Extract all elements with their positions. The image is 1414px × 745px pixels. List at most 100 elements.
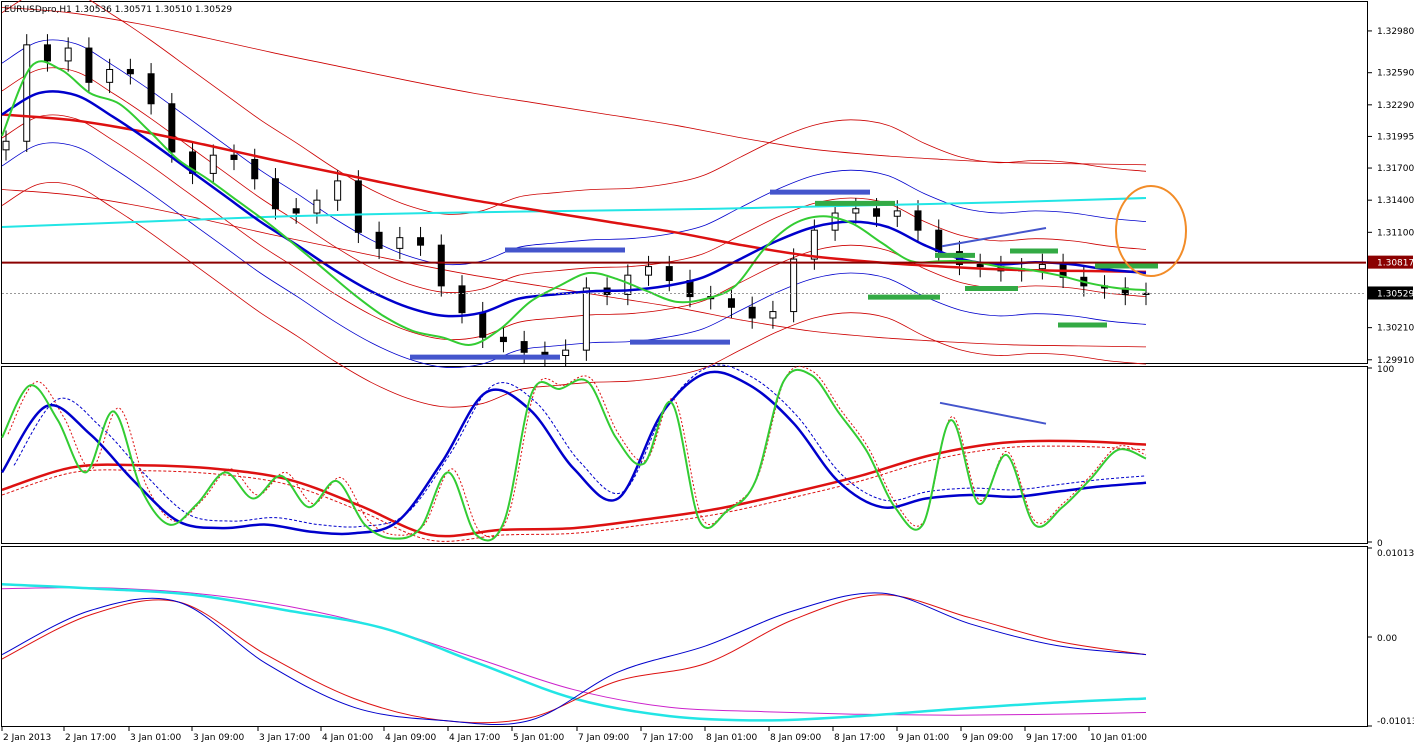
candle-body [106, 68, 114, 83]
candle-body [2, 140, 10, 151]
price-axis-label: 1.31400 [1377, 196, 1414, 206]
candle-body [251, 158, 259, 180]
red-moving-average [1, 113, 1147, 274]
blue-signal-dotted [13, 364, 1147, 528]
candle-body [64, 47, 72, 62]
price-axis-label: 1.31700 [1377, 164, 1414, 174]
candle-body [23, 44, 31, 142]
candle-body [417, 237, 425, 246]
time-axis-label: 9 Jan 09:00 [962, 733, 1014, 743]
long-envelope-upper [1, 7, 1147, 166]
candle-body [126, 68, 134, 75]
candle-body [727, 298, 735, 308]
oscillator-divergence-line [939, 401, 1047, 425]
time-axis-label: 10 Jan 01:00 [1090, 733, 1147, 743]
level-price-tag [1368, 255, 1413, 269]
candle-body [748, 306, 756, 319]
level-price-tag-label: 1.30817 [1377, 259, 1414, 269]
candle-body [479, 312, 487, 338]
oscillator-green-line [1, 368, 1147, 542]
candle-body [976, 263, 984, 268]
time-axis-label: 4 Jan 01:00 [322, 733, 374, 743]
oscillator-blue-line [0, 370, 1147, 536]
candle-body [665, 266, 673, 282]
cyan-moving-average [1, 197, 1147, 228]
price-axis-label: 1.32590 [1377, 69, 1414, 79]
time-axis-label: 5 Jan 01:00 [513, 733, 565, 743]
candle-body [499, 336, 507, 343]
candle-body [85, 47, 93, 83]
candle-body [354, 180, 362, 233]
candle-body [520, 341, 528, 353]
envelope-band-line [1, 181, 1147, 408]
candle-body [230, 154, 238, 160]
candle-body [458, 285, 466, 314]
candle-body [914, 210, 922, 231]
time-axis-label: 7 Jan 09:00 [578, 733, 630, 743]
green-moving-average [1, 60, 1147, 346]
envelope-band-line [1, 67, 1147, 293]
current-price-tag [1368, 286, 1413, 300]
candle-body [582, 287, 590, 351]
time-axis-label: 3 Jan 17:00 [259, 733, 311, 743]
price-axis-label: 1.32980 [1377, 27, 1414, 37]
macd-axis-label: -0.010132 [1377, 717, 1414, 727]
envelope-band-line [1, 114, 1147, 341]
candle-body [810, 229, 818, 260]
blue-moving-average [1, 90, 1147, 318]
candle-body [292, 208, 300, 214]
price-axis-label: 1.32290 [1377, 101, 1414, 111]
time-axis-label: 8 Jan 01:00 [706, 733, 758, 743]
chart-title: EURUSDpro,H1 1.30536 1.30571 1.30510 1.3… [4, 5, 232, 15]
time-axis-label: 7 Jan 17:00 [642, 733, 694, 743]
time-axis-label: 8 Jan 17:00 [834, 733, 886, 743]
macd-magenta-line [1, 587, 1147, 716]
envelope-band-line [1, 39, 1147, 266]
candle-body [437, 244, 445, 287]
time-axis-label: 9 Jan 17:00 [1026, 733, 1078, 743]
candle-body [334, 180, 342, 201]
time-axis-label: 2 Jan 17:00 [65, 733, 117, 743]
candle-body [645, 266, 653, 276]
current-price-tag-label: 1.30529 [1377, 289, 1414, 299]
time-axis-label: 9 Jan 01:00 [898, 733, 950, 743]
price-panel-frame [1, 1, 1368, 364]
candle-body [396, 237, 404, 249]
candle-body [562, 349, 570, 357]
price-axis-label: 1.31100 [1377, 228, 1414, 238]
candle-body [43, 44, 51, 62]
time-axis-label: 4 Jan 17:00 [449, 733, 501, 743]
candle-body [852, 208, 860, 214]
price-axis-label: 1.31995 [1377, 132, 1414, 142]
time-axis-label: 4 Jan 09:00 [385, 733, 437, 743]
highlight-circle [1115, 185, 1187, 277]
candle-body [271, 178, 279, 210]
price-axis-label: 1.30210 [1377, 324, 1414, 334]
candle-body [893, 210, 901, 217]
oscillator-panel-frame [1, 366, 1368, 544]
candle-body [147, 73, 155, 105]
candle-body [790, 258, 798, 313]
long-envelope-lower [1, 189, 1147, 348]
envelope-band-line [1, 142, 1147, 368]
candle-body [935, 229, 943, 253]
candle-body [769, 311, 777, 319]
time-axis-label: 3 Jan 09:00 [193, 733, 245, 743]
oscillator-axis-label: 0 [1377, 539, 1383, 549]
candle-body [168, 103, 176, 153]
red-signal-dotted [1, 445, 1147, 542]
candle-body [209, 154, 217, 174]
macd-blue-line [1, 592, 1147, 726]
candle-body [1038, 263, 1046, 270]
macd-red-line [1, 594, 1147, 724]
time-axis-label: 3 Jan 01:00 [130, 733, 182, 743]
candle-body [313, 199, 321, 214]
oscillator-red-line [1, 439, 1147, 538]
macd-axis-label: 0.00 [1377, 634, 1397, 644]
candle-body [375, 231, 383, 249]
candle-body [873, 208, 881, 217]
envelope-band-line [1, 0, 1147, 215]
time-axis-label: 8 Jan 09:00 [770, 733, 822, 743]
